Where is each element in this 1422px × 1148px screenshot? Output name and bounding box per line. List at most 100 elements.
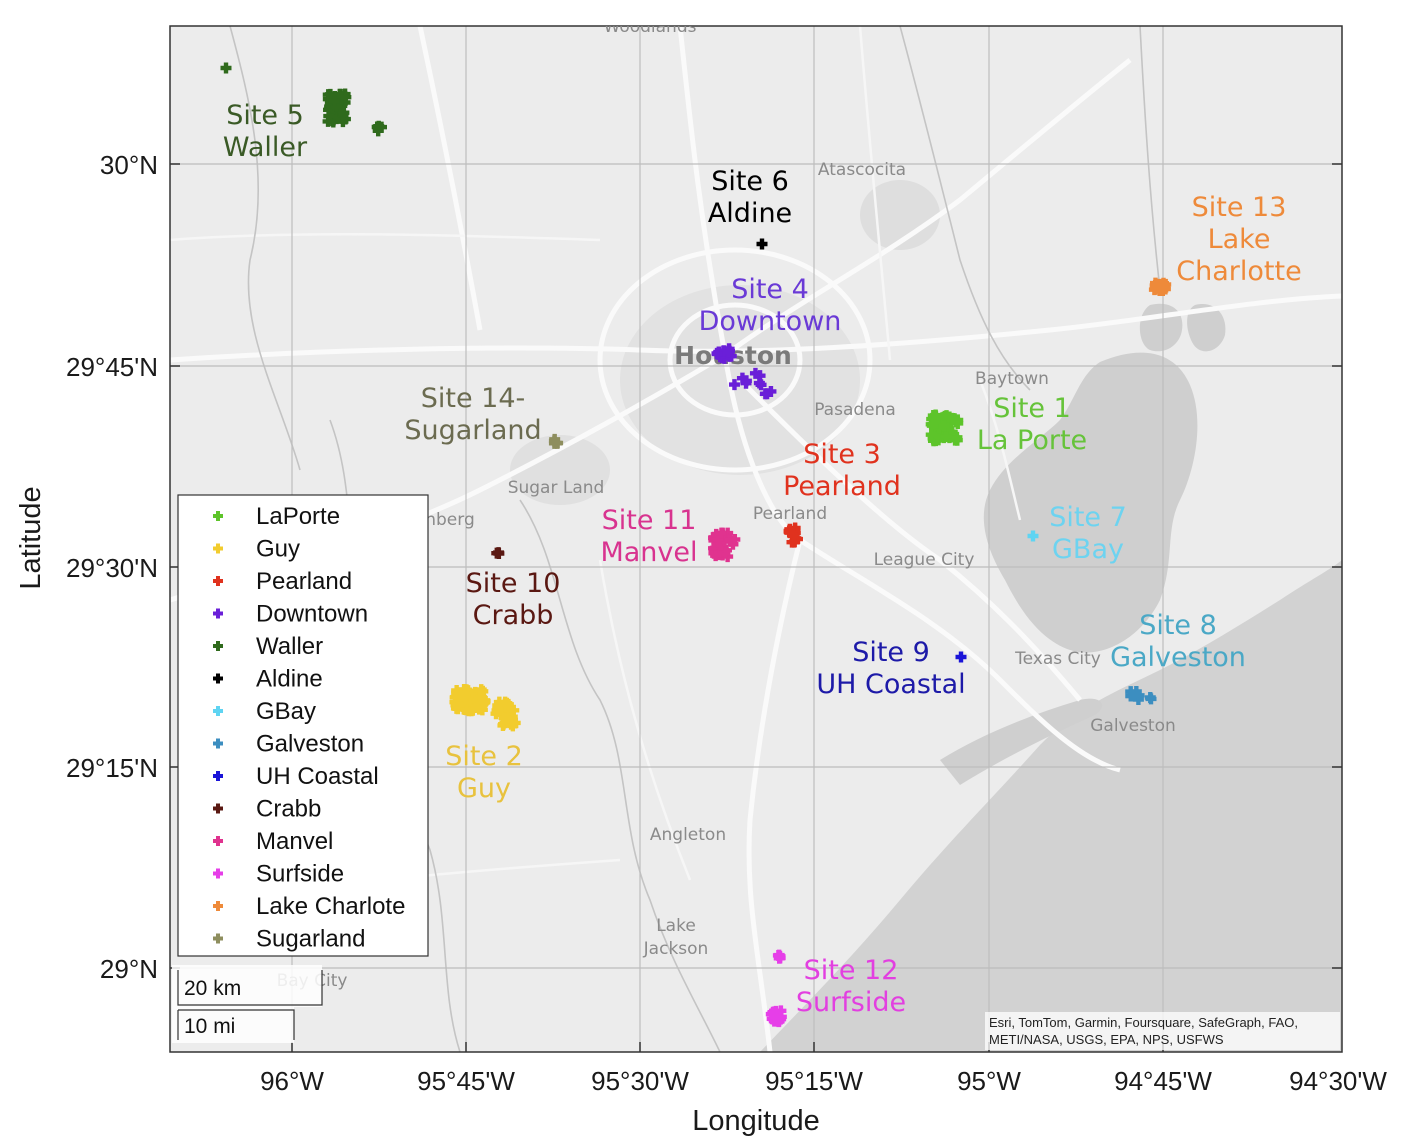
x-axis-label: Longitude [692, 1105, 819, 1137]
x-tick-label: 96°W [260, 1066, 324, 1096]
y-tick-label: 29°45'N [66, 352, 158, 382]
legend-marker [213, 771, 223, 781]
site-marker [951, 431, 963, 443]
attribution-box [985, 1012, 1340, 1050]
x-tick-label: 94°30'W [1289, 1066, 1387, 1096]
site-marker [936, 412, 948, 424]
site-label-laporte: Site 1 La Porte [977, 393, 1087, 456]
site-marker [773, 952, 785, 964]
legend-marker [213, 511, 223, 521]
site-marker [784, 526, 796, 538]
place-label: Pasadena [814, 400, 896, 420]
site-label-pearland: Site 3 Pearland [783, 439, 901, 502]
legend-marker [213, 868, 223, 879]
place-label: Texas City [1014, 649, 1101, 669]
scale-line-mi [177, 1009, 295, 1040]
site-marker [728, 379, 740, 391]
site-marker [502, 698, 514, 710]
site-marker [339, 113, 351, 125]
site-marker [323, 104, 335, 116]
y-tick-label: 29°15'N [66, 753, 158, 783]
scale-label-mi: 10 mi [184, 1015, 235, 1038]
legend-label: Surfside [256, 861, 344, 888]
site-marker [508, 704, 520, 716]
site-label-uh-coastal: Site 9 UH Coastal [816, 637, 965, 700]
site-cluster-manvel [708, 527, 741, 563]
y-tick-label: 29°30'N [66, 553, 158, 583]
site-marker [551, 437, 563, 449]
site-marker [1027, 530, 1039, 542]
site-marker [1133, 689, 1145, 701]
site-marker [336, 94, 348, 106]
site-marker [753, 377, 765, 389]
site-cluster-lake-charlote [1148, 277, 1172, 297]
legend-label: LaPorte [256, 503, 340, 530]
site-marker [337, 109, 349, 121]
y-tick-labels: 30°N 29°45'N 29°30'N 29°15'N 29°N [66, 150, 158, 984]
legend-marker [213, 576, 223, 586]
site-marker [788, 530, 800, 542]
site-marker [492, 703, 504, 715]
site-marker [467, 704, 479, 716]
site-marker [712, 534, 724, 546]
place-label: Atascocita [818, 160, 906, 180]
site-marker [479, 696, 491, 708]
legend-box [177, 494, 429, 957]
place-label: League City [874, 550, 975, 570]
place-label: Lake [656, 916, 696, 936]
place-label: Jackson [643, 939, 709, 959]
site-cluster-galveston [1125, 685, 1157, 706]
legend-label: Sugarland [256, 926, 365, 953]
site-marker [767, 1008, 779, 1020]
site-marker [1130, 685, 1142, 697]
site-cluster-laporte [925, 409, 964, 447]
site-marker [740, 377, 752, 389]
legend-label: GBay [256, 698, 316, 725]
place-label: nberg [425, 510, 475, 530]
site-cluster-downtown [711, 343, 777, 400]
scale-line-km [177, 970, 323, 1006]
site-marker [499, 696, 511, 708]
legend-marker [213, 641, 223, 651]
scale-box-km [172, 965, 322, 1007]
site-marker [493, 696, 505, 708]
map-frame [169, 25, 1343, 1053]
site-label-lake-charlotte: Site 13 Lake Charlotte [1176, 192, 1301, 287]
site-marker [340, 91, 352, 103]
site-marker [375, 121, 387, 133]
site-labels: Site 1 La Porte Site 2 Guy Site 3 Pearland … [223, 100, 1302, 1018]
site-cluster-surfside [765, 949, 787, 1028]
site-cluster-gbay [1027, 530, 1039, 542]
site-cluster-aldine [756, 238, 768, 250]
site-marker [942, 411, 954, 423]
tick-marks [170, 163, 1342, 1052]
legend-label: Manvel [256, 828, 333, 855]
site-marker [715, 539, 727, 551]
legend-label: Waller [256, 633, 323, 660]
legend-label: Pearland [256, 568, 352, 595]
x-tick-label: 95°W [957, 1066, 1021, 1096]
site-marker [493, 547, 505, 559]
scale-label-km: 20 km [184, 977, 241, 1000]
site-marker [719, 546, 731, 558]
site-marker [328, 114, 340, 126]
site-marker [475, 684, 487, 696]
site-marker [711, 348, 723, 360]
site-marker [759, 388, 771, 400]
x-tick-label: 94°45'W [1114, 1066, 1212, 1096]
site-label-aldine: Site 6 Aldine [708, 166, 792, 229]
galveston-bay [983, 352, 1198, 653]
place-label: Pearland [753, 504, 827, 524]
legend-marker [213, 803, 223, 814]
site-marker [955, 651, 967, 663]
site-marker [774, 1013, 786, 1025]
site-cluster-sugarland [548, 433, 564, 449]
upper-bay-lake [1187, 304, 1226, 352]
site-marker [323, 110, 335, 122]
site-markers [220, 62, 1172, 1028]
legend-marker [213, 673, 223, 684]
attribution-line: Esri, TomTom, Garmin, Foursquare, SafeGr… [989, 1015, 1298, 1030]
site-marker [1151, 282, 1163, 294]
site-marker [328, 108, 340, 120]
